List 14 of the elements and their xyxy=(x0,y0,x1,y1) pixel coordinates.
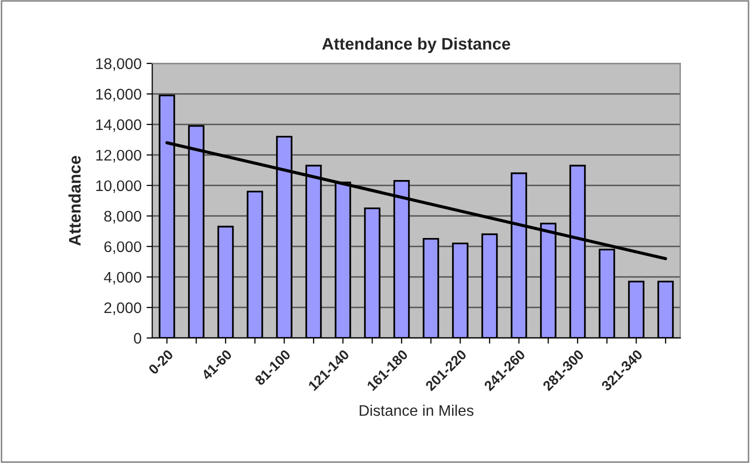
y-tick-label: 18,000 xyxy=(96,58,142,71)
y-tick-label: 8,000 xyxy=(104,210,142,224)
chart-title: Attendance by Distance xyxy=(322,37,510,53)
y-tick-label: 2,000 xyxy=(104,302,142,315)
y-tick-label: 12,000 xyxy=(96,150,142,162)
y-tick-label: 16,000 xyxy=(96,88,142,102)
y-tick-label: 4,000 xyxy=(104,272,142,284)
y-tick-label: 14,000 xyxy=(96,119,142,132)
x-axis-title: Distance in Miles xyxy=(360,404,474,416)
x-tick-label: 0-20 xyxy=(148,349,174,375)
y-tick-label: 6,000 xyxy=(104,241,142,254)
y-tick-label: 10,000 xyxy=(96,180,142,193)
y-tick-label: 0 xyxy=(134,332,142,344)
y-axis-title: Attendance xyxy=(68,156,81,246)
